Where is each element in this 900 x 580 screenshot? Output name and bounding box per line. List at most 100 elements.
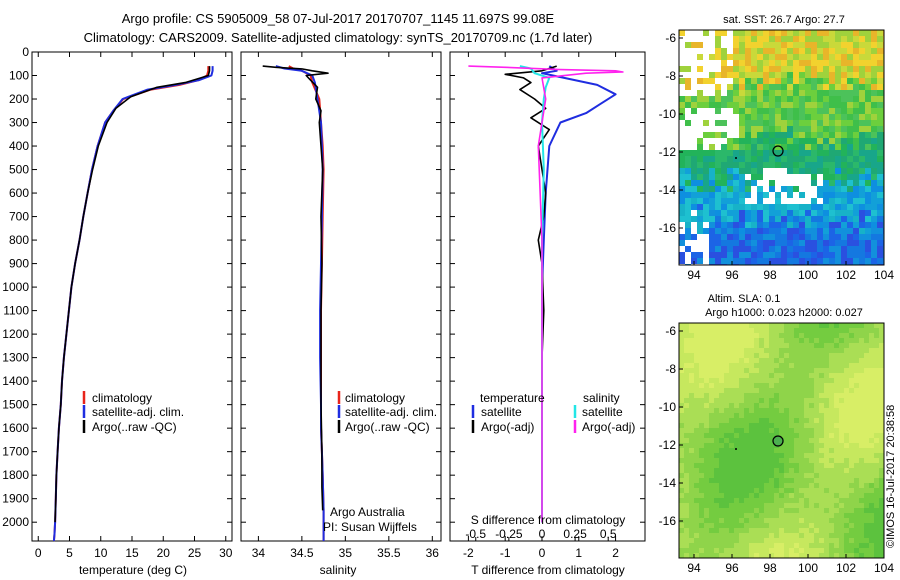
sst-cell: [865, 30, 871, 36]
sla-cell: [699, 418, 704, 423]
sst-cell: [721, 144, 727, 150]
sla-cell: [844, 503, 849, 508]
sla-cell: [739, 543, 744, 548]
sst-cell: [847, 78, 853, 84]
sla-cell: [749, 468, 754, 473]
sla-cell: [789, 468, 794, 473]
sla-cell: [819, 368, 824, 373]
sst-cell: [805, 204, 811, 210]
sla-cell: [809, 513, 814, 518]
sla-cell: [799, 518, 804, 523]
sst-cell: [739, 246, 745, 252]
depth-tick-label: 700: [9, 210, 29, 224]
sst-cell: [787, 48, 793, 54]
sst-cell: [841, 234, 847, 240]
sla-cell: [694, 543, 699, 548]
sla-cell: [854, 528, 859, 533]
sla-cell: [819, 378, 824, 383]
sst-cell: [721, 192, 727, 198]
sst-cell: [859, 168, 865, 174]
sla-cell: [714, 453, 719, 458]
sst-cell: [859, 84, 865, 90]
sla-cell: [699, 528, 704, 533]
sla-cell: [794, 428, 799, 433]
sla-cell: [769, 523, 774, 528]
sst-cell: [757, 36, 763, 42]
sla-cell: [694, 403, 699, 408]
sst-map-panel: sat. SST: 26.7 Argo: 27.7 94 96 98 100 102 10…: [659, 14, 895, 282]
sst-cell: [679, 66, 685, 72]
sla-cell: [704, 553, 709, 558]
sla-cell: [774, 388, 779, 393]
sla-cell: [794, 493, 799, 498]
sst-cell: [871, 60, 877, 66]
sla-cell: [684, 493, 689, 498]
sla-cell: [874, 438, 879, 443]
sst-cell: [835, 42, 841, 48]
sla-cell: [804, 538, 809, 543]
sst-cell: [835, 168, 841, 174]
sst-cell: [775, 42, 781, 48]
sla-cell: [709, 363, 714, 368]
sla-cell: [869, 348, 874, 353]
sst-cell: [841, 216, 847, 222]
sla-cell: [824, 348, 829, 353]
sst-cell: [865, 222, 871, 228]
sla-cell: [824, 328, 829, 333]
sla-cell: [804, 383, 809, 388]
sst-cell: [811, 246, 817, 252]
sst-cell: [709, 144, 715, 150]
sst-cell: [829, 54, 835, 60]
sst-cell: [685, 204, 691, 210]
sla-cell: [759, 388, 764, 393]
sla-cell: [744, 443, 749, 448]
sla-cell: [744, 343, 749, 348]
sla-cell: [859, 403, 864, 408]
sla-cell: [819, 543, 824, 548]
sst-cell: [817, 54, 823, 60]
sst-cell: [877, 54, 883, 60]
sla-cell: [684, 483, 689, 488]
sla-cell: [744, 428, 749, 433]
sst-cell: [799, 138, 805, 144]
sst-cell: [733, 90, 739, 96]
sla-cell: [714, 513, 719, 518]
sla-cell: [879, 468, 884, 473]
sla-cell: [869, 438, 874, 443]
sst-cell: [679, 216, 685, 222]
sst-cell: [877, 174, 883, 180]
sst-cell: [811, 90, 817, 96]
sla-cell: [849, 358, 854, 363]
sla-cell: [864, 433, 869, 438]
sst-cell: [739, 36, 745, 42]
sst-cell: [823, 36, 829, 42]
sst-cell: [757, 150, 763, 156]
sla-cell: [759, 533, 764, 538]
sla-cell: [859, 378, 864, 383]
sla-cell: [744, 523, 749, 528]
sla-cell: [724, 503, 729, 508]
sst-cell: [877, 246, 883, 252]
sla-cell: [764, 428, 769, 433]
sst-cell: [685, 186, 691, 192]
sst-cell: [835, 240, 841, 246]
sla-cell: [679, 488, 684, 493]
sla-cell: [769, 498, 774, 503]
sla-cell: [729, 333, 734, 338]
sst-cell: [709, 78, 715, 84]
temperature-x-axis: 0 5 10 15 20 25 30: [35, 52, 233, 560]
sst-cell: [847, 66, 853, 72]
sst-cell: [703, 192, 709, 198]
sla-cell: [819, 343, 824, 348]
sst-cell: [739, 96, 745, 102]
sla-cell: [819, 428, 824, 433]
sla-cell: [804, 513, 809, 518]
sla-cell: [714, 428, 719, 433]
sla-cell: [784, 488, 789, 493]
sst-cell: [871, 252, 877, 258]
sla-cell: [694, 533, 699, 538]
sla-cell: [814, 328, 819, 333]
sla-cell: [869, 478, 874, 483]
sla-cell: [694, 393, 699, 398]
sst-map-axes: 94 96 98 100 102 104-6-8-10-12-14-16: [659, 31, 895, 282]
